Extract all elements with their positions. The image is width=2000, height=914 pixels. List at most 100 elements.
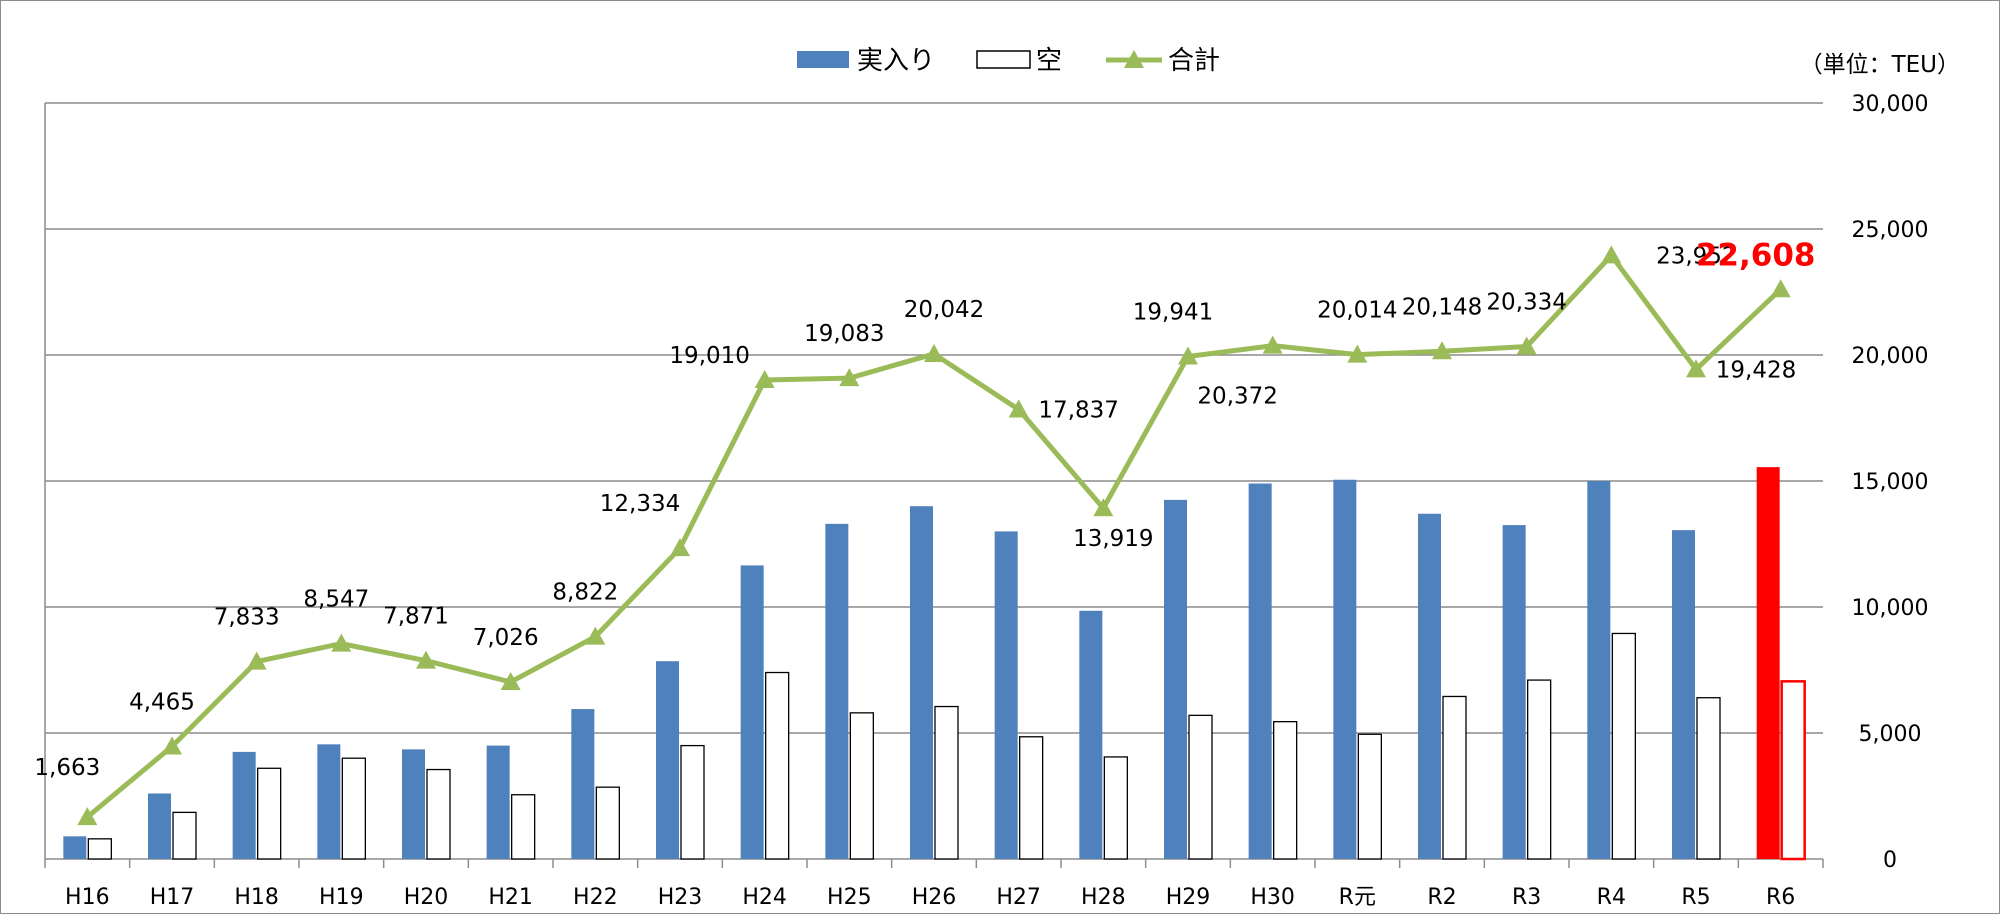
total-marker: [1008, 399, 1029, 418]
total-marker: [1686, 359, 1706, 378]
total-data-label: 13,919: [1073, 526, 1153, 552]
legend-label-empty: 空: [1036, 46, 1062, 76]
total-data-label: 17,837: [1038, 398, 1118, 424]
bar-empty: [1357, 733, 1382, 860]
y-tick-label: 25,000: [1852, 218, 1929, 243]
x-tick-label: H30: [1250, 885, 1295, 910]
bar-full: [1587, 481, 1611, 859]
bar-full: [486, 745, 510, 859]
total-data-label: 12,334: [600, 491, 680, 517]
total-marker: [1516, 336, 1537, 355]
x-tick-label: R2: [1427, 885, 1456, 910]
bar-empty: [1780, 680, 1806, 861]
y-tick-label: 30,000: [1852, 92, 1929, 117]
total-data-label: 4,465: [129, 689, 195, 715]
bar-empty: [341, 757, 366, 860]
bar-full: [994, 531, 1018, 859]
total-data-label: 22,608: [1696, 237, 1816, 273]
bar-empty: [426, 768, 451, 860]
bar-full: [232, 751, 256, 859]
total-marker: [1601, 245, 1622, 264]
total-data-label: 7,833: [214, 605, 280, 631]
total-data-label: 23,952: [1656, 243, 1736, 269]
bar-full: [1079, 610, 1103, 859]
bar-full: [1248, 483, 1272, 859]
x-tick-label: R3: [1512, 885, 1541, 910]
total-marker: [500, 671, 521, 690]
bar-full: [317, 744, 341, 859]
bar-empty: [849, 712, 874, 860]
total-data-label: 19,941: [1133, 299, 1213, 325]
x-tick-label: R5: [1681, 885, 1710, 910]
total-data-label: 20,148: [1402, 294, 1482, 320]
x-tick-label: R4: [1597, 885, 1626, 910]
y-tick-label: 20,000: [1852, 344, 1929, 369]
bar-empty: [1019, 736, 1044, 860]
y-tick-label: 0: [1883, 848, 1897, 873]
bar-empty: [595, 786, 620, 860]
unit-label: （単位：TEU）: [1800, 52, 1960, 78]
bar-empty: [257, 767, 282, 860]
x-tick-label: H17: [150, 885, 195, 910]
total-data-label: 8,822: [552, 580, 618, 606]
bar-full: [1502, 525, 1526, 859]
bar-full: [825, 523, 849, 859]
total-data-label: 7,871: [383, 604, 449, 630]
total-marker: [1432, 341, 1452, 360]
total-marker: [924, 343, 944, 362]
legend-label-total: 合計: [1168, 46, 1220, 76]
total-marker: [1347, 344, 1368, 363]
x-tick-label: H29: [1166, 885, 1211, 910]
total-data-label: 7,026: [473, 625, 539, 651]
total-marker: [585, 626, 606, 645]
bar-empty: [1527, 679, 1552, 860]
bar-empty: [1188, 714, 1213, 860]
x-tick-label: H22: [573, 885, 618, 910]
bar-empty: [1696, 697, 1721, 860]
bar-empty: [680, 744, 705, 860]
total-marker: [1093, 498, 1114, 517]
x-tick-label: H19: [319, 885, 364, 910]
total-data-label: 20,372: [1197, 384, 1277, 410]
total-marker: [754, 369, 775, 388]
bar-full: [1333, 479, 1357, 859]
bar-full: [656, 661, 679, 859]
total-data-label: 20,334: [1486, 290, 1566, 316]
legend-marker-total: [1124, 50, 1144, 68]
total-marker: [77, 807, 98, 826]
x-tick-label: H16: [65, 885, 110, 910]
bar-full: [63, 836, 87, 859]
y-tick-label: 5,000: [1859, 722, 1922, 747]
total-marker: [1178, 346, 1198, 365]
legend-label-full: 実入り: [857, 46, 935, 76]
bar-full: [910, 506, 933, 859]
total-marker: [1770, 279, 1791, 298]
x-tick-label: H23: [658, 885, 703, 910]
bar-empty: [1611, 632, 1636, 860]
x-tick-label: H21: [488, 885, 533, 910]
total-marker: [839, 368, 860, 387]
legend-swatch-empty: [976, 50, 1031, 69]
total-marker: [246, 651, 267, 670]
bar-full: [148, 793, 171, 859]
bar-full: [1756, 467, 1780, 859]
total-data-label: 8,547: [303, 587, 369, 613]
total-marker: [670, 538, 690, 557]
total-marker: [416, 650, 436, 669]
bar-empty: [934, 705, 959, 860]
total-marker: [1262, 335, 1283, 354]
bar-empty: [1442, 695, 1467, 860]
bar-full: [1164, 499, 1187, 859]
bar-empty: [172, 811, 197, 860]
total-data-label: 19,010: [669, 343, 749, 369]
x-tick-label: H20: [404, 885, 449, 910]
bar-empty: [1103, 756, 1128, 860]
legend-swatch-full: [797, 51, 849, 68]
y-tick-label: 15,000: [1852, 470, 1929, 495]
total-data-label: 19,083: [804, 321, 884, 347]
bar-empty: [1273, 721, 1298, 860]
bar-empty: [765, 671, 790, 860]
bar-full: [740, 565, 764, 859]
total-data-label: 19,428: [1716, 357, 1796, 383]
